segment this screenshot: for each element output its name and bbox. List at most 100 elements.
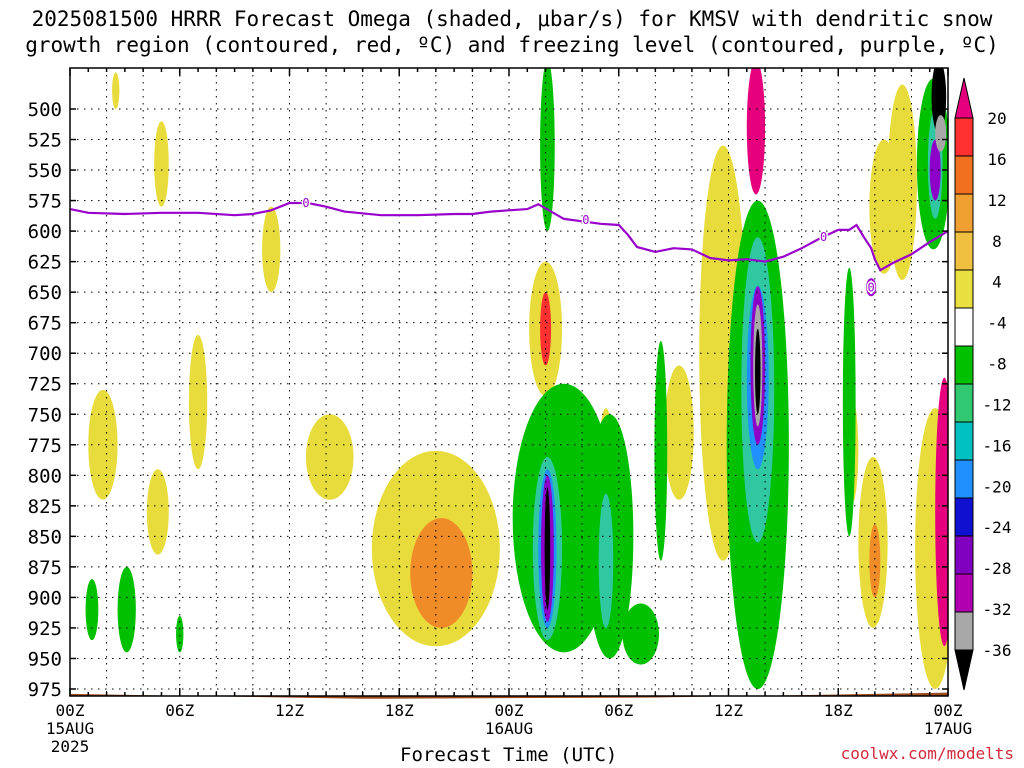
- y-tick-label: 900: [28, 587, 62, 609]
- omega-region-cyan: [598, 493, 614, 628]
- colorbar-label: -36: [983, 641, 1012, 660]
- omega-region-black: [755, 328, 761, 415]
- colorbar-label: -24: [983, 518, 1012, 537]
- omega-region-green: [654, 341, 668, 561]
- y-tick-label: 950: [28, 648, 62, 670]
- freezing-level-closed-contour: [866, 278, 877, 297]
- colorbar-box: [954, 345, 974, 385]
- colorbar-box: [954, 459, 974, 499]
- colorbar: 20 16 12 8 4 -4 -8 -12 -16 -20 -24 -28 -32 -36: [954, 77, 1012, 691]
- omega-region-yellow: [262, 206, 281, 293]
- y-axis: 500 525 550 575 600 625 650 675 700 725 750 775 800 8…: [28, 99, 948, 701]
- omega-region-yellow: [915, 408, 948, 689]
- freezing-level-label: 0: [820, 230, 827, 244]
- x-tick-label: 00Z: [934, 701, 963, 720]
- title-line-2: growth region (contoured, red, ºC) and f…: [25, 33, 999, 57]
- colorbar-label: -8: [987, 355, 1006, 374]
- x-tick-label: 18Z: [824, 701, 853, 720]
- y-tick-label: 925: [28, 618, 62, 640]
- y-tick-label: 650: [28, 282, 62, 304]
- x-tick-label: 18Z: [385, 701, 414, 720]
- omega-region-yellow: [887, 84, 917, 280]
- omega-region-gray: [935, 115, 947, 152]
- chart-title: 2025081500 HRRR Forecast Omega (shaded, …: [0, 6, 1024, 58]
- x-tick-year: 2025: [51, 737, 90, 756]
- colorbar-label: -4: [987, 314, 1006, 333]
- y-tick-label: 750: [28, 404, 62, 426]
- x-axis-label: Forecast Time (UTC): [400, 744, 618, 766]
- colorbar-box: [954, 307, 974, 347]
- omega-region-orange: [869, 524, 881, 598]
- omega-region-green: [842, 267, 856, 537]
- y-tick-label: 600: [28, 221, 62, 243]
- colorbar-label: 12: [987, 191, 1006, 210]
- omega-region-green: [117, 566, 136, 653]
- colorbar-box: [954, 231, 974, 271]
- colorbar-box: [954, 383, 974, 423]
- y-tick-label: 975: [28, 679, 62, 701]
- credit-link[interactable]: coolwx.com/modelts: [840, 744, 1014, 763]
- omega-region-yellow: [188, 334, 208, 470]
- colorbar-box: [954, 497, 974, 537]
- y-tick-label: 775: [28, 435, 62, 457]
- colorbar-top-arrow: [954, 77, 974, 119]
- omega-region-orange: [410, 518, 473, 628]
- x-tick-label: 06Z: [165, 701, 194, 720]
- y-tick-label: 525: [28, 130, 62, 152]
- colorbar-box: [954, 269, 974, 309]
- omega-region-purple: [929, 139, 941, 201]
- x-tick-label: 12Z: [714, 701, 743, 720]
- colorbar-box: [954, 117, 974, 157]
- omega-region-magenta: [935, 377, 948, 647]
- y-tick-label: 725: [28, 374, 62, 396]
- y-tick-label: 675: [28, 313, 62, 335]
- colorbar-label: -20: [983, 477, 1012, 496]
- y-tick-label: 575: [28, 191, 62, 213]
- omega-region-red: [540, 292, 552, 366]
- y-tick-label: 850: [28, 526, 62, 548]
- colorbar-label: -28: [983, 559, 1012, 578]
- omega-region-green: [622, 603, 659, 665]
- colorbar-bottom-arrow: [954, 649, 974, 691]
- title-line-1: 2025081500 HRRR Forecast Omega (shaded, …: [31, 7, 993, 31]
- y-tick-label: 825: [28, 496, 62, 518]
- omega-region-green: [176, 615, 184, 653]
- x-tick-date: 16AUG: [485, 719, 533, 738]
- y-tick-label: 800: [28, 465, 62, 487]
- colorbar-box: [954, 193, 974, 233]
- colorbar-label: 8: [992, 232, 1002, 251]
- omega-region-magenta: [746, 68, 766, 195]
- freezing-level-label: 0: [582, 213, 589, 227]
- freezing-level-contour: 0 0 0 0: [69, 195, 949, 297]
- colorbar-box: [954, 573, 974, 613]
- colorbar-label: -32: [983, 600, 1012, 619]
- ground-fill: [70, 692, 948, 699]
- omega-region-yellow: [154, 121, 169, 207]
- omega-region-green: [540, 68, 555, 232]
- colorbar-label: -12: [983, 395, 1012, 414]
- omega-region-yellow: [112, 72, 120, 109]
- x-tick-date: 17AUG: [924, 719, 972, 738]
- freezing-level-label: 0: [302, 196, 309, 210]
- y-tick-label: 500: [28, 99, 62, 121]
- colorbar-box: [954, 535, 974, 575]
- freezing-level-line: [69, 201, 949, 272]
- x-tick-label: 00Z: [495, 701, 524, 720]
- colorbar-label: 20: [987, 109, 1006, 128]
- colorbar-box: [954, 155, 974, 195]
- x-tick-date: 15AUG: [46, 719, 94, 738]
- y-tick-label: 625: [28, 252, 62, 274]
- x-tick-label: 12Z: [275, 701, 304, 720]
- omega-region-yellow: [664, 365, 694, 500]
- freezing-level-label: 0: [868, 280, 875, 294]
- y-tick-label: 875: [28, 557, 62, 579]
- omega-shading: [85, 68, 948, 690]
- colorbar-box: [954, 421, 974, 461]
- y-tick-label: 550: [28, 160, 62, 182]
- x-tick-label: 06Z: [604, 701, 633, 720]
- omega-region-yellow: [305, 414, 354, 500]
- omega-region-green: [85, 579, 99, 641]
- colorbar-label: 4: [992, 273, 1002, 292]
